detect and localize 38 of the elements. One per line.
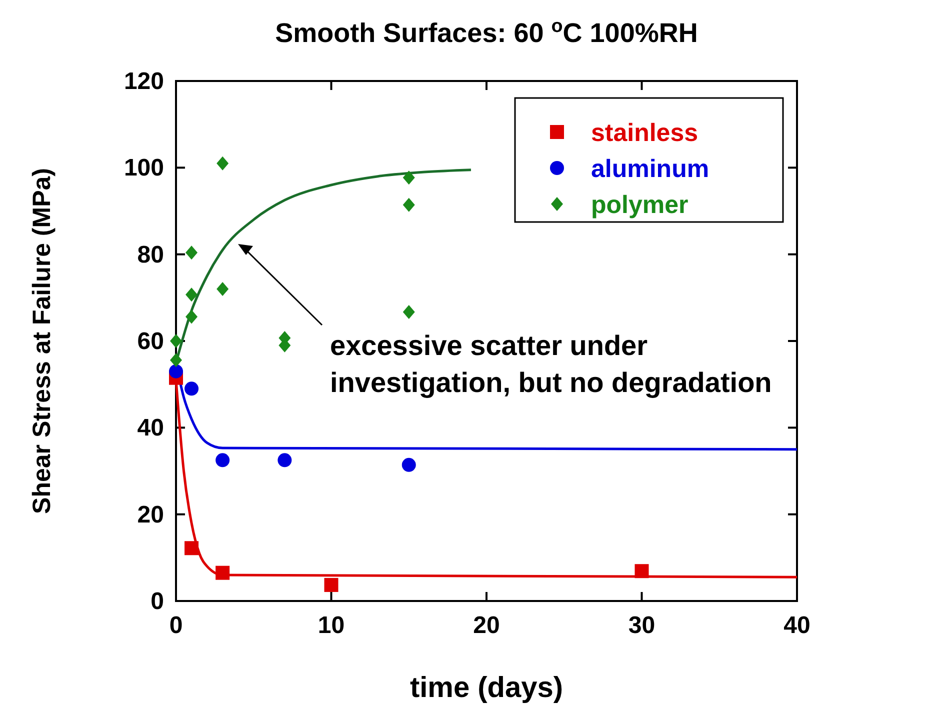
point (169, 364, 183, 378)
point (216, 566, 230, 580)
point (324, 578, 338, 592)
y-tick-label: 100 (124, 154, 164, 182)
point (216, 282, 229, 296)
y-tick-label: 60 (137, 328, 164, 355)
point (634, 564, 649, 578)
x-tick-label: 0 (169, 612, 183, 639)
point (402, 198, 415, 212)
y-tick-label: 0 (150, 588, 164, 615)
x-tick-label: 20 (473, 612, 500, 639)
point (186, 310, 198, 324)
point (278, 453, 292, 468)
annotation: excessive scatter under investigation, but no degradation (330, 330, 772, 398)
y-tick-label: 80 (137, 241, 164, 268)
point (402, 458, 416, 472)
y-tick-label: 20 (137, 501, 164, 528)
point (216, 156, 229, 170)
x-axis-title: time (days) (410, 672, 564, 704)
y-tick-label: 40 (137, 414, 164, 442)
point (186, 246, 198, 260)
point (216, 453, 230, 468)
point (184, 382, 199, 396)
point (402, 304, 415, 319)
legend-label: polymer (591, 191, 689, 219)
y-axis-title: Shear Stress at Failure (MPa) (28, 168, 56, 514)
x-tick-label: 40 (784, 612, 810, 639)
x-tick-label: 10 (318, 612, 345, 639)
point (186, 288, 198, 302)
chart-title: Smooth Surfaces: 60 $^{o}$C 100%RH (275, 16, 698, 48)
point (184, 541, 199, 556)
x-tick-label: 30 (628, 612, 656, 639)
legend-label: stainless (591, 119, 698, 147)
point (402, 170, 415, 185)
y-tick-label: 120 (124, 68, 164, 95)
point (170, 334, 182, 348)
point (170, 353, 182, 368)
legend-label: aluminum (591, 155, 710, 183)
